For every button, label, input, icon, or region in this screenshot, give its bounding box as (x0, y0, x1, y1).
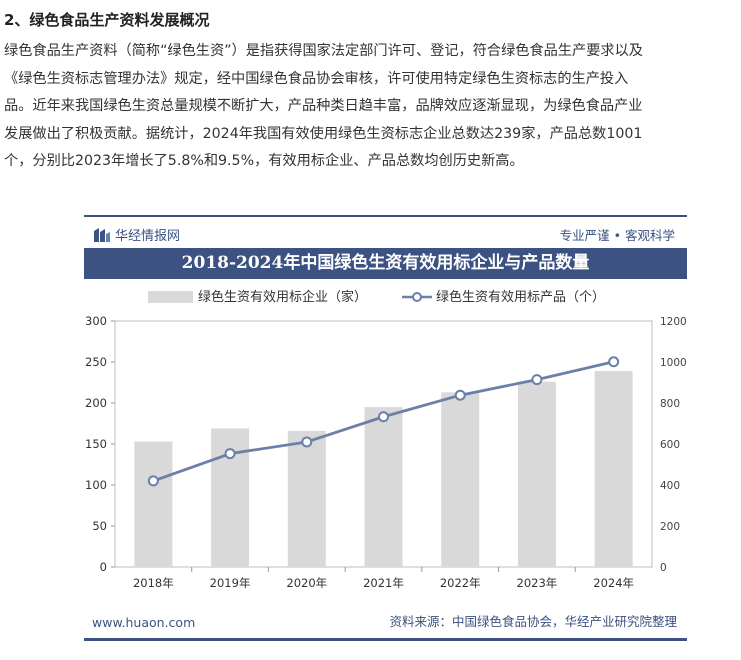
chart-title: 2018-2024年中国绿色生资有效用标企业与产品数量 (84, 248, 687, 279)
bar (441, 392, 480, 567)
y-right-tick-label: 1000 (660, 357, 687, 369)
paragraph-line: 发展做出了积极贡献。据统计，2024年我国有效使用绿色生资标志企业总数达239家… (4, 125, 643, 142)
legend-line-label: 绿色生资有效用标产品（个） (436, 289, 605, 305)
plot-area: 0 50 100 150 200 250 300 0 200 400 600 800 1000 1200 2… (85, 314, 687, 590)
footer-source: 资料来源：中国绿色食品协会，华经产业研究院整理 (389, 614, 677, 629)
section-heading: 2、绿色食品生产资料发展概况 (4, 11, 210, 29)
paragraph-line: 品。近年来我国绿色生资总量规模不断扩大，产品种类日趋丰富，品牌效应逐渐显现，为绿… (4, 98, 643, 114)
y-right-tick-label: 1200 (660, 316, 687, 328)
line-point (301, 436, 313, 448)
bar (594, 371, 633, 567)
y-right-tick-label: 400 (660, 480, 680, 492)
legend-line-marker (412, 292, 422, 302)
bar (364, 407, 403, 567)
x-tick-label: 2023年 (517, 576, 558, 590)
paragraph-line: 《绿色生资标志管理办法》规定，经中国绿色食品协会审核，许可使用特定绿色生资标志的… (4, 70, 629, 87)
chart-card: 华经情报网 专业严谨 • 客观科学 2018-2024年中国绿色生资有效用标企业… (84, 215, 687, 641)
legend-bar-swatch (148, 291, 193, 303)
y-left-tick-label: 0 (100, 560, 107, 574)
bar (517, 381, 556, 567)
line-point (454, 389, 466, 401)
slogan: 专业严谨 • 客观科学 (559, 228, 675, 243)
legend-bar-label: 绿色生资有效用标企业（家） (198, 289, 367, 305)
y-left-tick-label: 50 (92, 519, 107, 533)
line-point (378, 411, 389, 423)
y-left-tick-label: 200 (85, 396, 107, 410)
bar (134, 441, 173, 567)
y-left-tick-label: 100 (85, 478, 107, 492)
x-tick-label: 2022年 (440, 576, 481, 590)
line-point (608, 356, 620, 368)
x-tick-label: 2019年 (210, 576, 251, 590)
y-left-tick-label: 250 (85, 355, 107, 369)
x-tick-label: 2024年 (593, 576, 634, 590)
line-point (224, 448, 236, 460)
y-right-tick-label: 200 (660, 521, 680, 533)
brand-logo-icon (94, 227, 110, 242)
line-point (147, 475, 159, 487)
line-point (531, 374, 543, 386)
x-tick-label: 2021年 (363, 576, 404, 590)
y-left-tick-label: 300 (85, 314, 107, 328)
x-tick-label: 2018年 (133, 576, 174, 590)
y-right-tick-label: 0 (660, 562, 667, 574)
y-right-tick-label: 600 (660, 439, 680, 451)
footer-url: www.huaon.com (92, 615, 196, 630)
paragraph-line: 绿色食品生产资料（简称“绿色生资”）是指获得国家法定部门许可、登记，符合绿色食品… (4, 43, 643, 59)
x-tick-label: 2020年 (286, 576, 327, 590)
brand: 华经情报网 (94, 225, 180, 244)
y-left-tick-label: 150 (85, 437, 107, 451)
brand-name: 华经情报网 (115, 229, 181, 244)
y-right-tick-label: 800 (660, 398, 680, 410)
card-top-border (84, 215, 687, 217)
article-paragraph: 绿色食品生产资料（简称“绿色生资”）是指获得国家法定部门许可、登记，符合绿色食品… (4, 38, 741, 176)
chart-legend: 绿色生资有效用标企业（家） 绿色生资有效用标产品（个） (148, 289, 605, 305)
chart: 绿色生资有效用标企业（家） 绿色生资有效用标产品（个） 0 50 100 150 200… (85, 289, 687, 590)
bar (287, 430, 326, 567)
paragraph-line: 个，分别比2023年增长了5.8%和9.5%，有效用标企业、产品总数均创历史新高… (4, 153, 524, 169)
